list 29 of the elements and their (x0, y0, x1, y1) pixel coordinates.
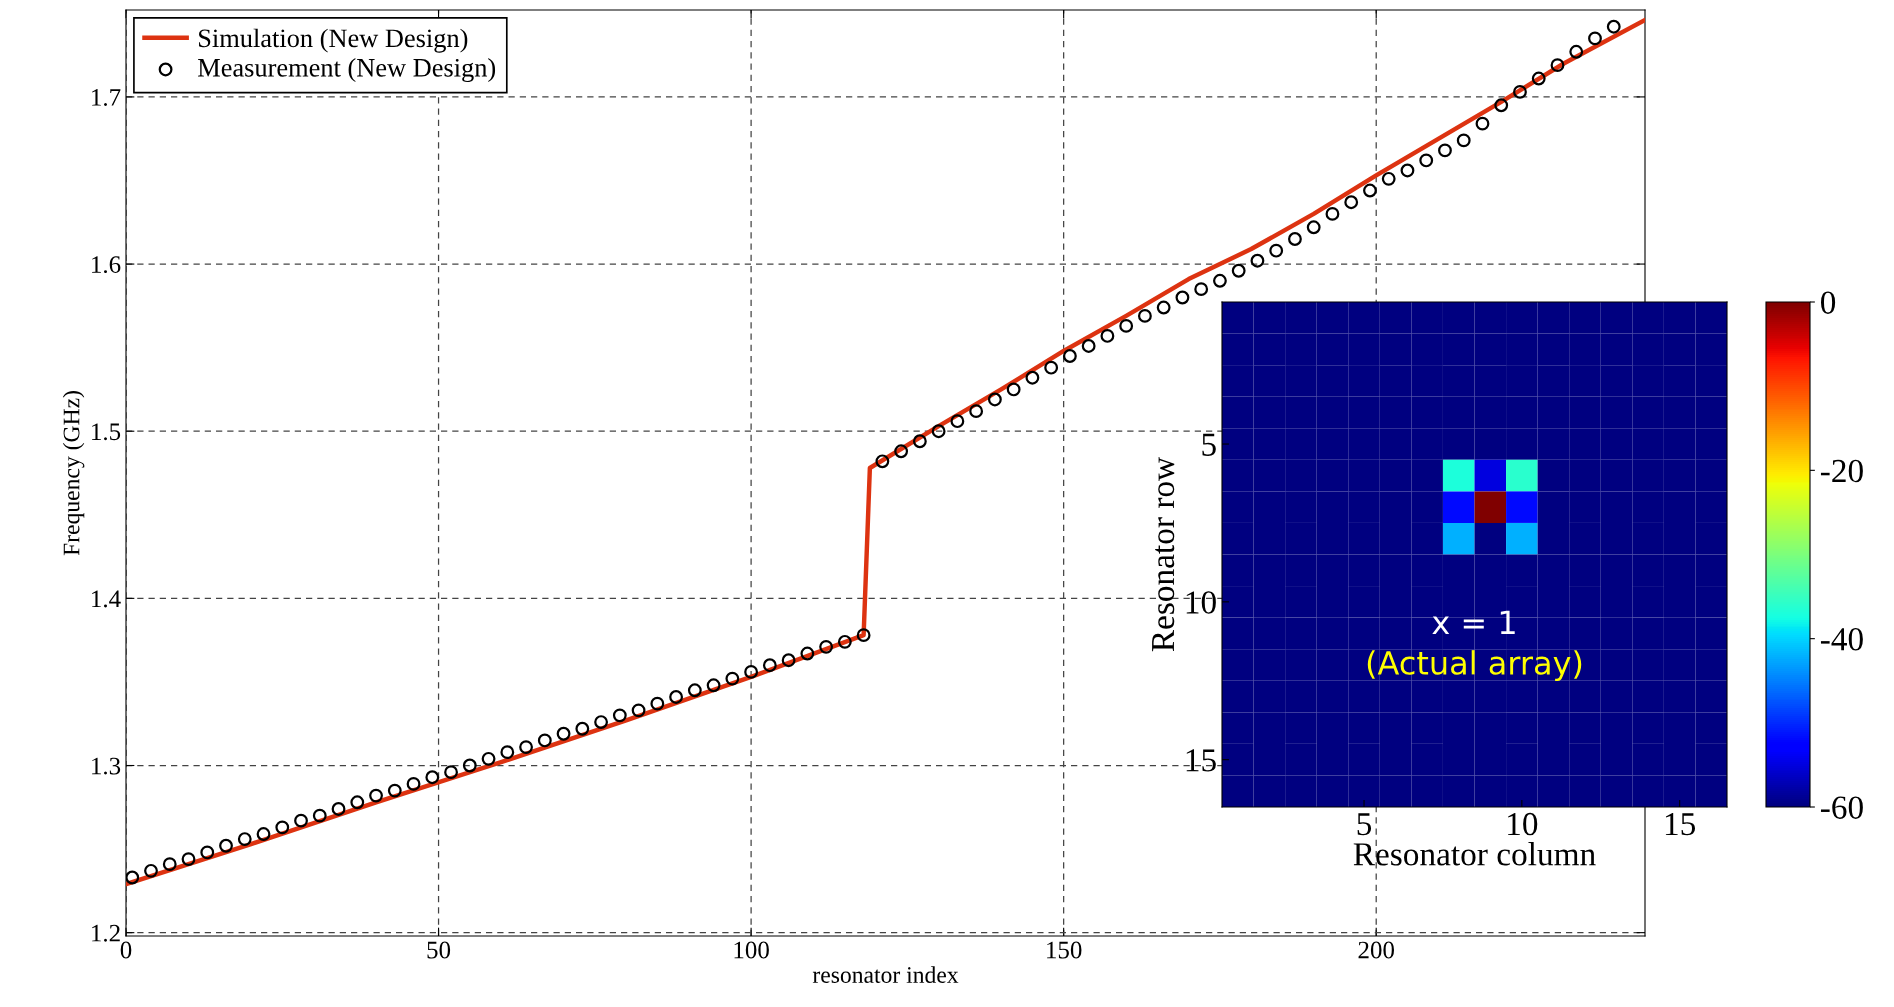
annotation: x = 1 (1432, 610, 1515, 635)
x-tick-label: 5 (1357, 813, 1372, 836)
x-tick-label: 150 (1047, 941, 1082, 959)
color-bar-label: -60 (1820, 796, 1863, 819)
x-tick-label: 15 (1665, 812, 1696, 836)
y-tick-label: 1.4 (92, 590, 121, 608)
x-tick-label: 100 (734, 941, 769, 959)
x-axis-title: Resonator column (1353, 842, 1596, 866)
y-tick-label: 5 (1202, 433, 1216, 456)
legend-label: Simulation (New Design) (199, 28, 468, 53)
y-tick-label: 10 (1186, 591, 1216, 614)
x-tick-label: 50 (427, 941, 451, 959)
y-tick-label: 1.3 (92, 757, 121, 775)
y-tick-label: 1.2 (92, 924, 120, 942)
color-bar-label: 0 (1820, 291, 1836, 314)
color-bar-label: -40 (1820, 628, 1863, 651)
color-bar-label: -20 (1820, 459, 1863, 483)
x-axis-title: resonator index (812, 966, 959, 983)
y-tick-label: 1.7 (92, 89, 121, 106)
x-tick-label: 0 (120, 941, 132, 959)
x-tick-label: 200 (1358, 941, 1394, 959)
y-tick-label: 15 (1186, 749, 1216, 772)
y-tick-label: 1.6 (92, 256, 121, 274)
x-tick-label: 10 (1508, 812, 1538, 836)
annotation: (Actual array) (1367, 650, 1582, 682)
y-tick-label: 1.5 (92, 423, 121, 441)
legend-label: Measurement (New Design) (198, 58, 496, 83)
y-axis-title: Frequency (GHz) (62, 391, 85, 556)
y-axis-title: Resonator row (1152, 456, 1175, 652)
